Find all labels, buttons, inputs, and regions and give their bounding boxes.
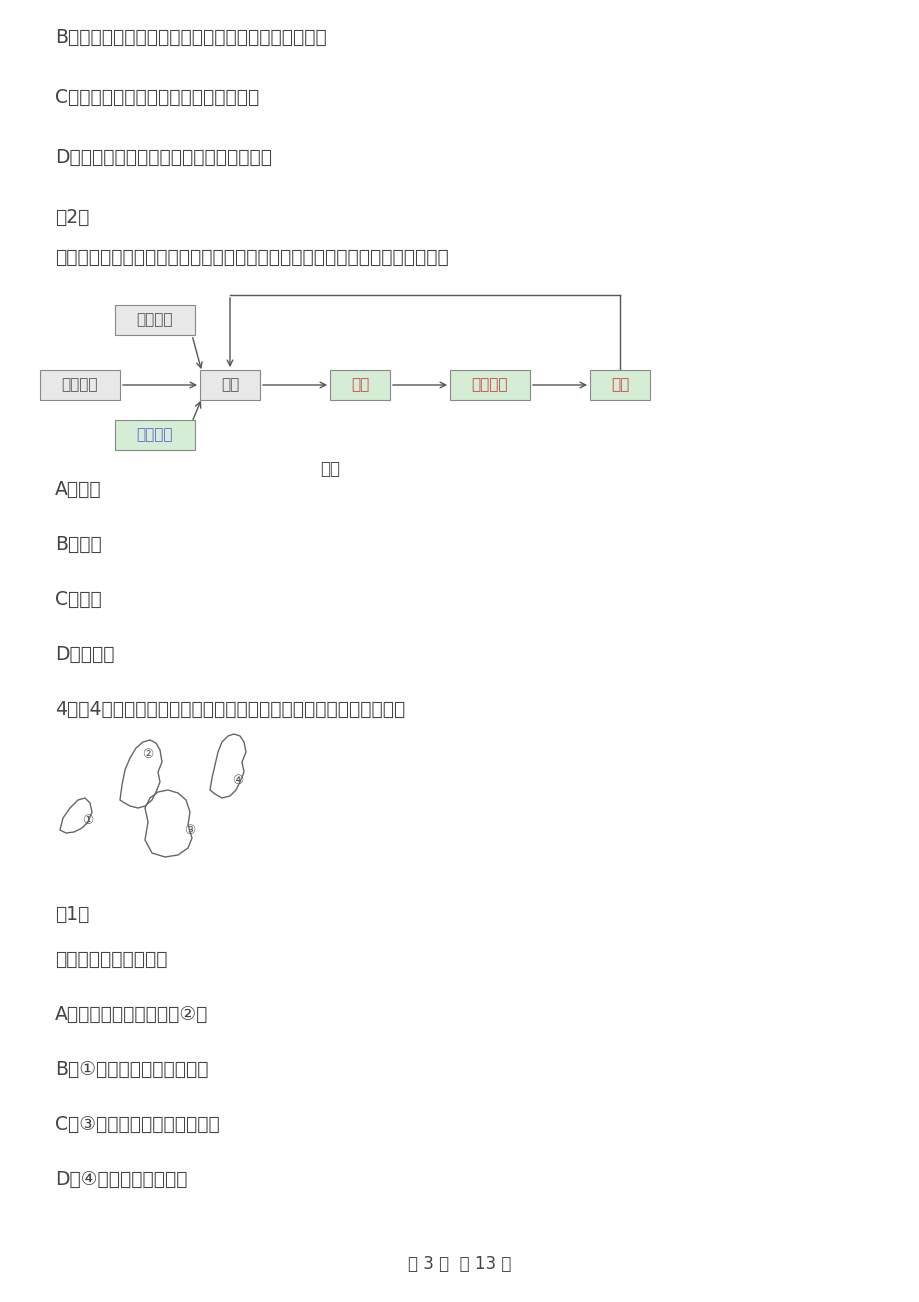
Text: 比较四个国家（　　）: 比较四个国家（ ）	[55, 950, 167, 969]
Text: （1）: （1）	[55, 905, 89, 924]
Text: C．北京: C．北京	[55, 590, 102, 609]
Text: 图２: 图２	[320, 460, 340, 478]
FancyBboxPatch shape	[115, 421, 195, 450]
Text: B．伦敦夏奥会举办期间，该地受副热带高气压带控制: B．伦敦夏奥会举办期间，该地受副热带高气压带控制	[55, 29, 326, 47]
FancyBboxPatch shape	[115, 305, 195, 335]
Text: 天然牧草: 天然牧草	[62, 378, 98, 392]
Text: 市场: 市场	[610, 378, 629, 392]
Text: A．伦敦: A．伦敦	[55, 480, 101, 499]
Text: 4．（4分）读下面四个欧洲国家轮廓图（按等比例缩放），回答题。: 4．（4分）读下面四个欧洲国家轮廓图（按等比例缩放），回答题。	[55, 700, 404, 719]
FancyBboxPatch shape	[449, 370, 529, 400]
Text: 种植植物: 种植植物	[137, 427, 173, 443]
Text: 人工牧草: 人工牧草	[137, 312, 173, 328]
FancyBboxPatch shape	[199, 370, 260, 400]
Text: ②: ②	[142, 749, 153, 762]
Text: 乳品加工: 乳品加工	[471, 378, 507, 392]
Text: 鲜乳: 鲜乳	[350, 378, 369, 392]
Text: D．④国的石油产量最高: D．④国的石油产量最高	[55, 1170, 187, 1189]
Text: B．①国在阿尔卑斯山的北麓: B．①国在阿尔卑斯山的北麓	[55, 1060, 209, 1079]
Text: ①: ①	[83, 814, 94, 827]
Text: D．休斯敦: D．休斯敦	[55, 644, 114, 664]
Text: ④: ④	[233, 773, 244, 786]
Text: B．都灵: B．都灵	[55, 535, 102, 553]
Text: D．北京夏奥会举办期间，温哥华炎热干燥: D．北京夏奥会举办期间，温哥华炎热干燥	[55, 148, 272, 167]
Text: （2）: （2）	[55, 208, 89, 227]
Text: C．③国盛产世界著名的葡萄酒: C．③国盛产世界著名的葡萄酒	[55, 1115, 220, 1134]
Text: 下图２是某农村的经营模式示意图，上述四地所属气候区，适合该农场经营的是: 下图２是某农村的经营模式示意图，上述四地所属气候区，适合该农场经营的是	[55, 247, 448, 267]
Text: 牲畜: 牲畜	[221, 378, 239, 392]
Text: C．北京与都灵高温期相同，多雨期相同: C．北京与都灵高温期相同，多雨期相同	[55, 89, 259, 107]
Text: 第 3 页  共 13 页: 第 3 页 共 13 页	[408, 1255, 511, 1273]
FancyBboxPatch shape	[589, 370, 650, 400]
FancyBboxPatch shape	[330, 370, 390, 400]
Text: A．工业革命最早发生在②国: A．工业革命最早发生在②国	[55, 1005, 208, 1023]
Text: ③: ③	[184, 823, 196, 836]
FancyBboxPatch shape	[40, 370, 119, 400]
